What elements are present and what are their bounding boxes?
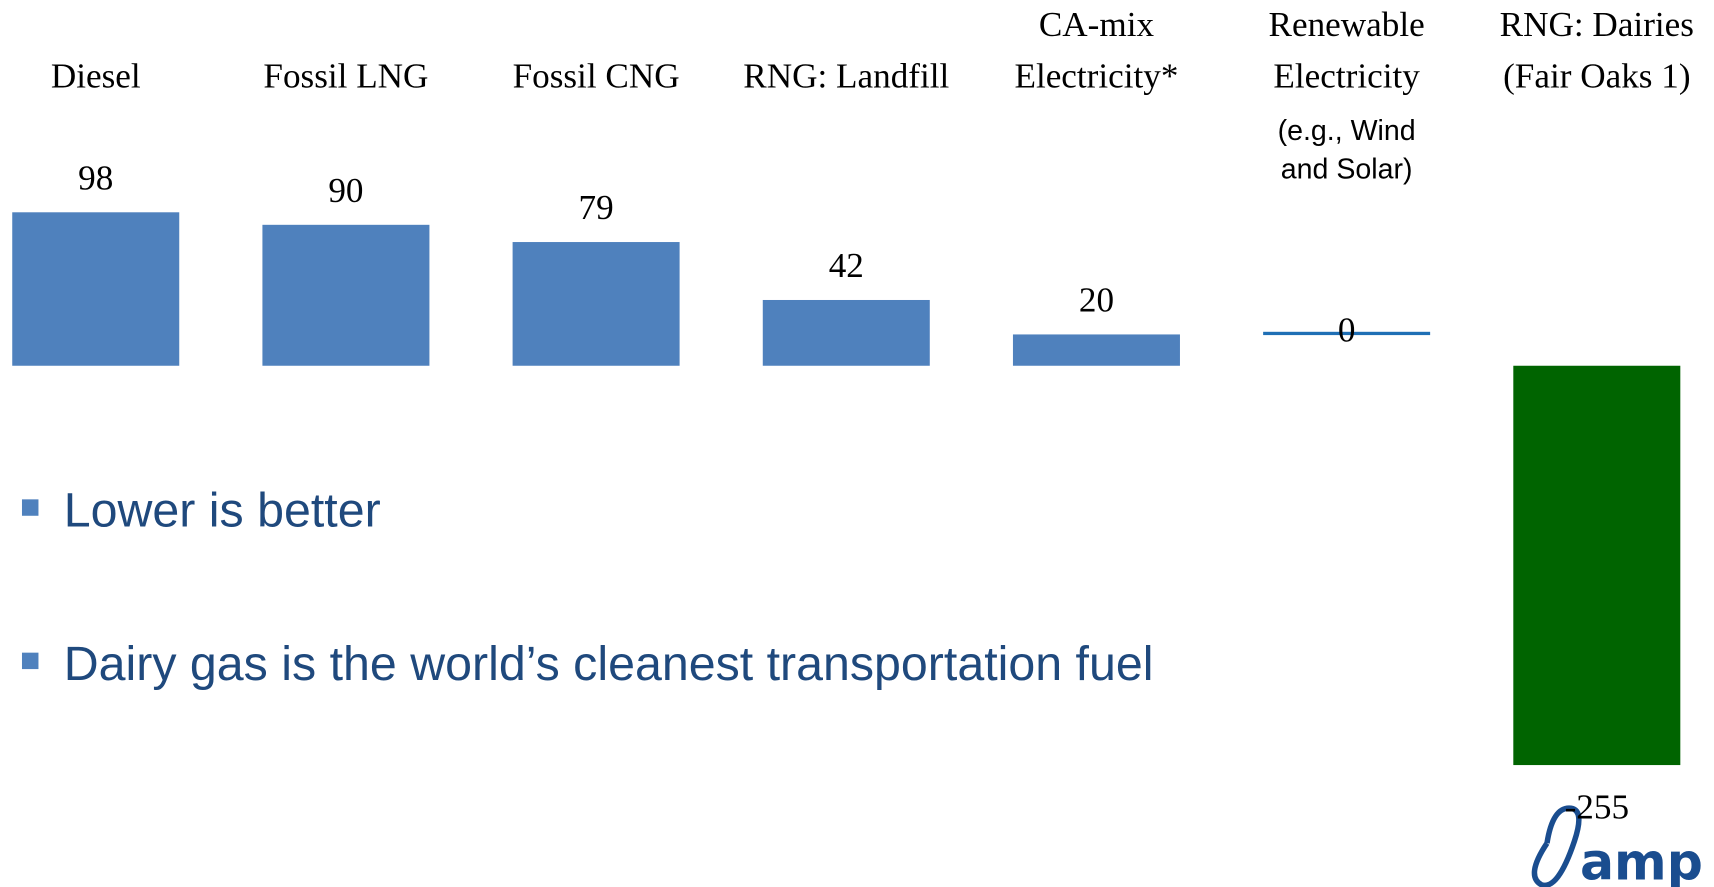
value-label: -255 (1565, 788, 1629, 827)
value-label: 42 (829, 246, 864, 285)
bar (1012, 334, 1180, 366)
category-label: Diesel (51, 57, 141, 96)
bar (262, 224, 430, 366)
category-label: RNG: Dairies (Fair Oaks 1) (1500, 5, 1694, 95)
bullet-marker (21, 499, 39, 516)
bar (12, 212, 180, 366)
category-label: CA-mix Electricity* (1014, 5, 1178, 95)
category-label: Renewable Electricity (1269, 5, 1425, 95)
bar (762, 299, 930, 366)
logo-mark (1531, 805, 1582, 887)
bullet-text: Dairy gas is the world’s cleanest transp… (64, 637, 1154, 691)
bar (1513, 365, 1681, 766)
bullet-text: Lower is better (64, 484, 381, 538)
value-label: 90 (328, 171, 363, 210)
value-label: 20 (1079, 280, 1114, 319)
bar (1263, 331, 1431, 336)
value-label: 98 (78, 158, 113, 197)
logo-text: amp (1580, 832, 1703, 887)
category-label: Fossil LNG (263, 57, 428, 96)
value-label: 79 (579, 188, 614, 227)
category-label: Fossil CNG (513, 57, 680, 96)
bullet-marker (21, 652, 39, 670)
value-label: 0 (1338, 311, 1356, 350)
category-label: RNG: Landfill (743, 57, 949, 96)
annotation: (e.g., Wind and Solar) (1278, 115, 1416, 185)
bar (512, 242, 680, 366)
